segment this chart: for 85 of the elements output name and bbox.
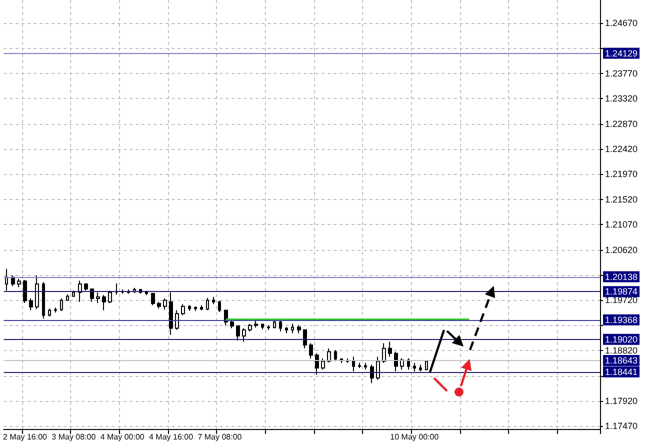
candlestick (315, 352, 319, 376)
candlestick (115, 282, 118, 296)
candlestick (352, 356, 355, 372)
candlestick (382, 342, 386, 364)
y-tick-label: 1.24670 (605, 18, 638, 28)
y-tick-label: 1.23320 (605, 94, 638, 104)
ref-line-label: 1.18643 (605, 356, 638, 366)
candlestick (254, 320, 258, 328)
y-tick-label: 1.21070 (605, 220, 638, 230)
y-tick-label: 1.20620 (605, 244, 638, 255)
y-tick-label: 1.18820 (605, 346, 638, 356)
ref-line-label: 1.20138 (605, 272, 638, 282)
candlestick (376, 356, 380, 380)
candlestick (291, 323, 294, 334)
candlestick (242, 328, 246, 342)
candlestick (108, 290, 112, 304)
x-tick-label: 10 May 00:00 (390, 432, 440, 442)
candlestick (261, 323, 264, 330)
candlestick (169, 292, 173, 336)
candlestick (84, 282, 88, 292)
candlestick (60, 298, 63, 312)
candlestick (72, 290, 75, 298)
candlestick (35, 275, 39, 310)
candlestick (267, 324, 270, 330)
ref-line-label: 1.24129 (605, 48, 638, 58)
candlestick (151, 292, 155, 306)
candlestick (145, 290, 148, 296)
candlestick (388, 341, 392, 358)
y-tick-label: 1.22420 (605, 144, 638, 154)
candlestick (334, 350, 337, 362)
candlestick (200, 304, 203, 311)
candlestick (279, 320, 282, 332)
candlestick (163, 298, 167, 310)
candlestick (273, 319, 276, 329)
candlestick (321, 358, 325, 370)
candlestick (285, 326, 288, 334)
y-tick-label: 1.17470 (605, 421, 638, 432)
candlestick (248, 323, 252, 332)
candlestick (96, 292, 100, 304)
candlestick (394, 351, 398, 372)
ref-line-label: 1.19368 (605, 314, 638, 325)
y-tick-label: 1.17920 (605, 396, 638, 406)
candlestick (188, 304, 191, 312)
candlestick (157, 301, 161, 310)
x-tick-label: 3 May 08:00 (52, 432, 96, 442)
candlestick (303, 329, 307, 349)
candlestick (23, 280, 27, 304)
candlestick (425, 360, 428, 371)
y-tick-label: 1.19720 (605, 295, 638, 306)
y-tick-label: 1.22870 (605, 118, 638, 129)
candlestick (5, 268, 8, 292)
y-tick-label: 1.21970 (605, 169, 638, 180)
x-tick-label: 4 May 16:00 (149, 432, 194, 442)
x-tick-label: 4 May 00:00 (100, 432, 145, 442)
candlestick (218, 300, 221, 312)
candlestick (78, 280, 82, 302)
ref-line-label: 1.19874 (605, 286, 638, 297)
ref-line-label: 1.18441 (605, 366, 638, 377)
candlestick (370, 364, 374, 384)
candlestick (212, 296, 215, 305)
candlestick (181, 304, 185, 316)
candlestick (42, 282, 45, 320)
candlestick (297, 324, 301, 334)
x-tick-label: 7 May 08:00 (198, 432, 242, 442)
candlestick (236, 324, 240, 342)
candlestick (413, 362, 416, 372)
candlestick (230, 320, 234, 329)
candlestick (175, 310, 179, 330)
y-tick-label: 1.23770 (605, 68, 638, 78)
y-tick-label: 1.21520 (605, 194, 638, 204)
candlestick (358, 362, 361, 368)
candlestick (419, 364, 422, 372)
candlestick (17, 278, 21, 288)
candlestick (54, 306, 57, 314)
candlestick (29, 298, 33, 311)
candlestick (66, 294, 69, 302)
candlestick (194, 306, 197, 312)
candlestick (364, 362, 367, 370)
x-tick-label: 2 May 16:00 (2, 432, 48, 442)
candlestick (206, 297, 209, 311)
ref-line-label: 1.19020 (605, 334, 638, 344)
candlestick (48, 308, 51, 317)
candlestick (309, 342, 313, 359)
candlestick (90, 288, 94, 302)
candlestick (102, 294, 106, 311)
